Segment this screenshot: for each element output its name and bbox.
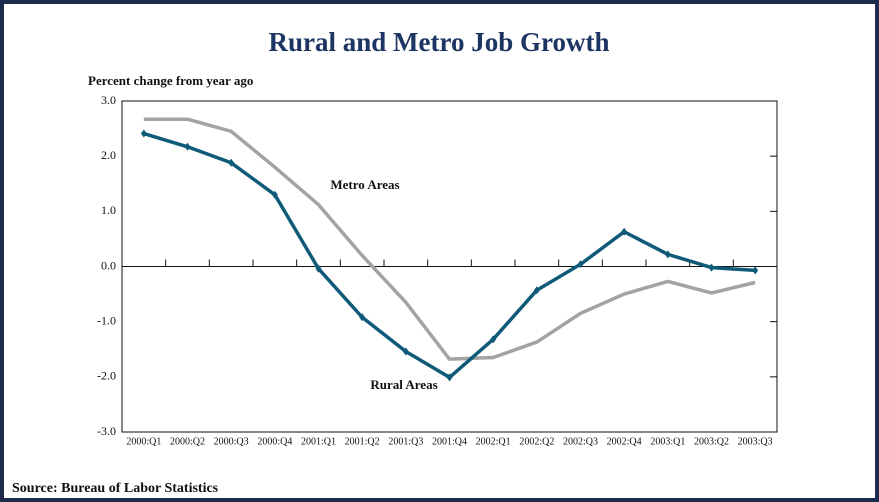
x-tick-label: 2001:Q3 xyxy=(388,436,423,447)
x-tick-label: 2003:Q1 xyxy=(650,436,685,447)
x-tick-label: 2000:Q1 xyxy=(126,436,161,447)
x-tick-label: 2003:Q2 xyxy=(694,436,729,447)
marker xyxy=(446,373,453,382)
y-tick-label: 3.0 xyxy=(101,93,116,107)
marker xyxy=(708,263,715,272)
y-tick-label: 0.0 xyxy=(101,258,116,272)
chart-title: Rural and Metro Job Growth xyxy=(268,27,609,57)
x-tick-label: 2001:Q2 xyxy=(345,436,380,447)
y-tick-label: 2.0 xyxy=(101,148,116,162)
marker xyxy=(490,335,497,344)
x-tick-label: 2002:Q4 xyxy=(607,436,642,447)
series-label: Rural Areas xyxy=(370,377,437,392)
x-tick-label: 2000:Q4 xyxy=(257,436,292,447)
x-tick-label: 2001:Q1 xyxy=(301,436,336,447)
series-line xyxy=(143,117,756,361)
marker xyxy=(577,260,584,269)
x-tick-label: 2002:Q2 xyxy=(519,436,554,447)
x-tick-label: 2000:Q2 xyxy=(170,436,205,447)
y-tick-label: -2.0 xyxy=(97,369,116,383)
marker xyxy=(359,313,366,322)
marker xyxy=(664,250,671,259)
x-tick-label: 2002:Q1 xyxy=(476,436,511,447)
series-label: Metro Areas xyxy=(330,177,399,192)
marker xyxy=(140,129,147,138)
x-tick-label: 2002:Q3 xyxy=(563,436,598,447)
marker xyxy=(752,266,759,275)
x-tick-label: 2003:Q3 xyxy=(738,436,773,447)
marker xyxy=(533,286,540,295)
x-tick-label: 2000:Q3 xyxy=(214,436,249,447)
y-tick-label: -1.0 xyxy=(97,313,116,327)
marker xyxy=(402,347,409,356)
y-tick-label: -3.0 xyxy=(97,424,116,438)
series-line xyxy=(143,131,756,380)
source: Source: Bureau of Labor Statistics xyxy=(12,481,219,496)
y-tick-label: 1.0 xyxy=(101,203,116,217)
marker xyxy=(271,190,278,199)
marker xyxy=(228,158,235,167)
marker xyxy=(184,142,191,151)
marker xyxy=(621,227,628,236)
x-tick-label: 2001:Q4 xyxy=(432,436,467,447)
marker xyxy=(315,264,322,273)
y-axis-label: Percent change from year ago xyxy=(88,73,253,88)
